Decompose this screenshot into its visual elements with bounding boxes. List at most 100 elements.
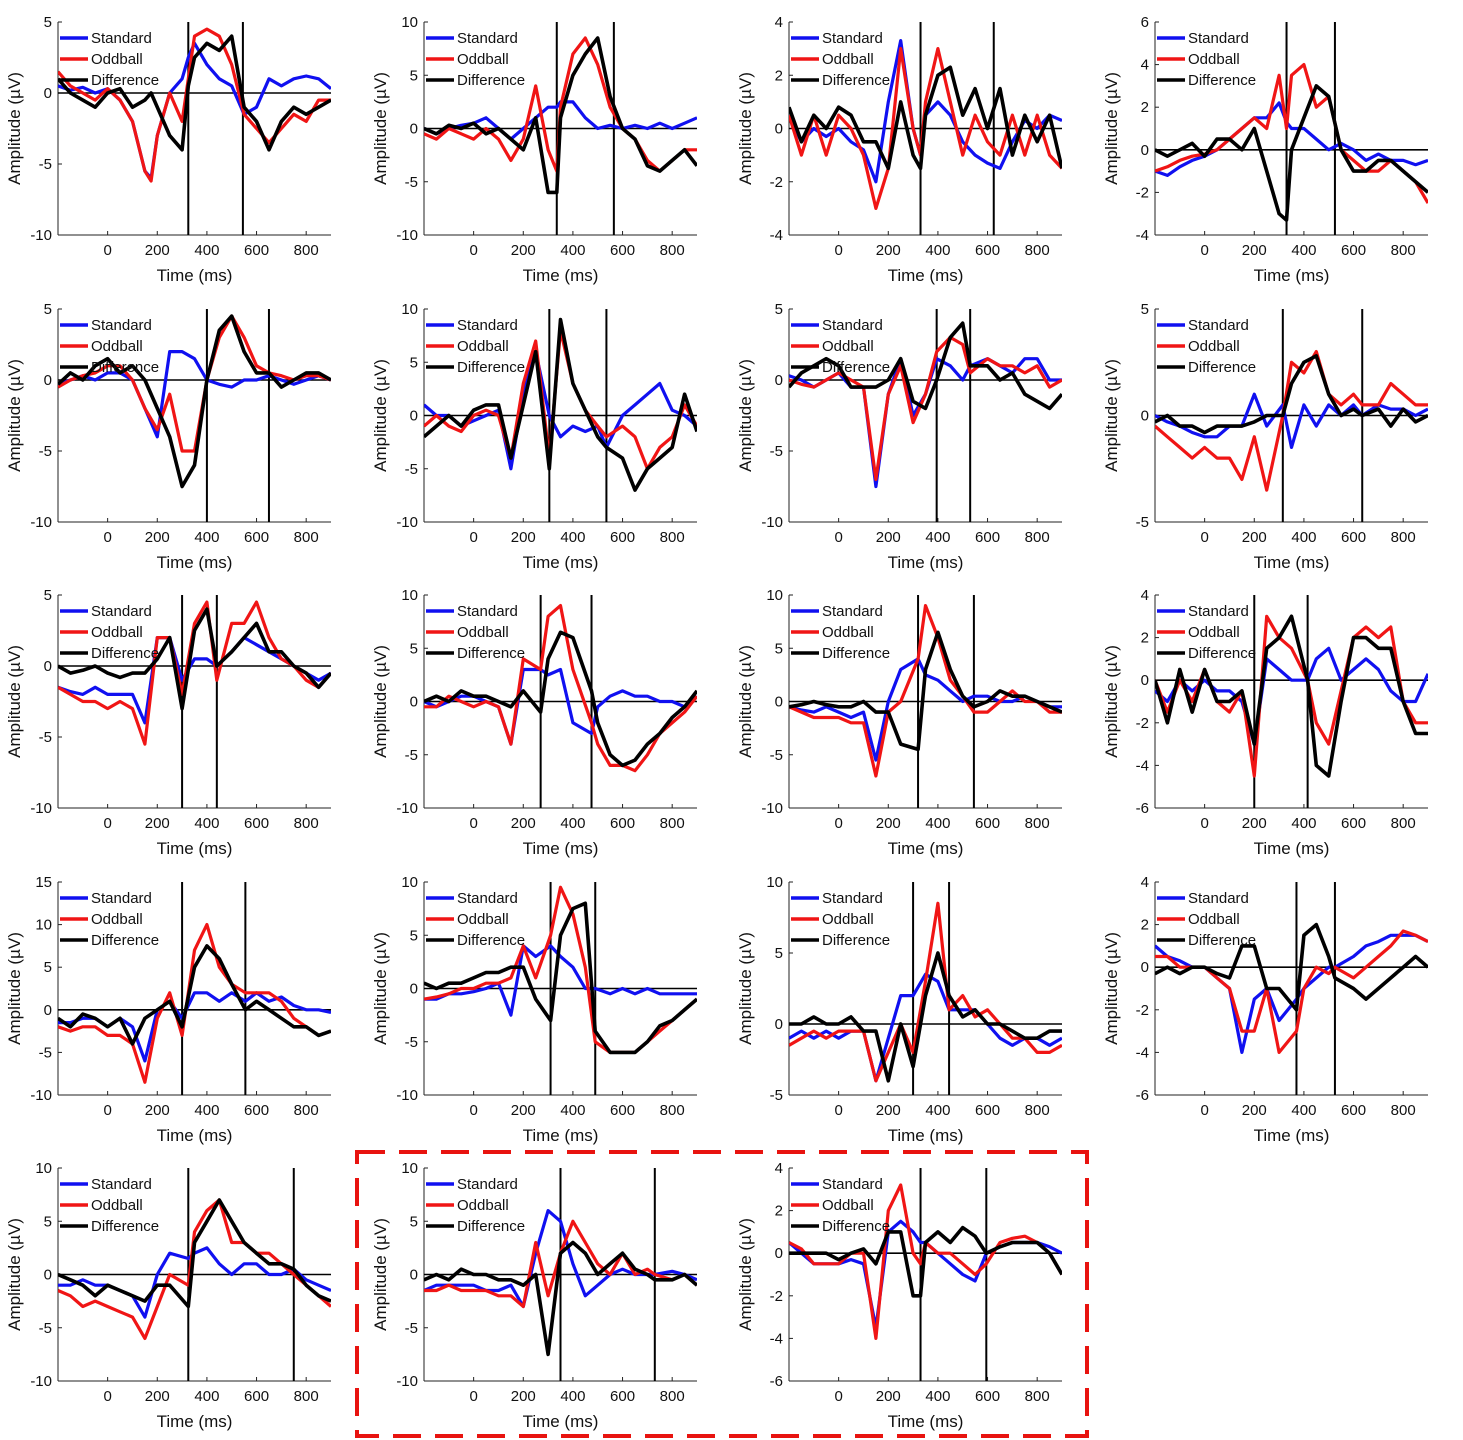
x-tick-label: 600 xyxy=(975,529,1000,546)
x-tick-label: 800 xyxy=(294,529,319,546)
y-axis-label: Amplitude (µV) xyxy=(371,1218,390,1331)
x-tick-label: 800 xyxy=(1025,1388,1050,1405)
x-tick-label: 800 xyxy=(294,815,319,832)
chart-panel-16: -6 -4 -2 0 2 4 0 200 400 600 800 Standard Oddball Dif… xyxy=(1102,874,1428,1145)
x-tick-label: 400 xyxy=(925,242,950,259)
legend-label-difference: Difference xyxy=(457,645,525,662)
y-tick-label: -10 xyxy=(30,227,52,244)
y-tick-label: 0 xyxy=(44,658,52,675)
legend-label-difference: Difference xyxy=(91,645,159,662)
y-tick-label: 0 xyxy=(775,372,783,389)
y-tick-label: -10 xyxy=(761,800,783,817)
y-tick-label: 5 xyxy=(775,640,783,657)
series-line-difference xyxy=(1155,84,1428,222)
x-tick-label: 400 xyxy=(560,242,585,259)
x-tick-label: 400 xyxy=(1291,815,1316,832)
legend-label-oddball: Oddball xyxy=(822,911,874,928)
y-tick-label: -5 xyxy=(39,1044,52,1061)
series-line-difference xyxy=(424,36,697,195)
x-tick-label: 800 xyxy=(660,815,685,832)
x-tick-label: 400 xyxy=(560,1388,585,1405)
x-axis-label: Time (ms) xyxy=(523,553,599,572)
x-tick-label: 800 xyxy=(1025,1102,1050,1119)
x-tick-label: 600 xyxy=(610,242,635,259)
legend-label-standard: Standard xyxy=(1188,890,1249,907)
x-axis-label: Time (ms) xyxy=(888,553,964,572)
legend-label-oddball: Oddball xyxy=(822,338,874,355)
x-tick-label: 0 xyxy=(469,1102,477,1119)
legend-label-oddball: Oddball xyxy=(1188,911,1240,928)
y-tick-label: -10 xyxy=(396,800,418,817)
y-tick-label: 4 xyxy=(1141,57,1149,74)
x-tick-label: 800 xyxy=(294,1388,319,1405)
y-axis-label: Amplitude (µV) xyxy=(1102,72,1121,185)
y-tick-label: 5 xyxy=(410,1213,418,1230)
y-tick-label: 10 xyxy=(401,1160,418,1177)
chart-panel-15: -5 0 5 10 0 200 400 600 800 Standard Oddball Differ… xyxy=(736,874,1062,1145)
series-line-oddball xyxy=(1155,350,1428,492)
series-line-oddball xyxy=(58,600,331,746)
x-tick-label: 0 xyxy=(103,1388,111,1405)
chart-panel-1: -10 -5 0 5 0 200 400 600 800 Standard Oddball Diffe… xyxy=(5,14,331,285)
x-tick-label: 400 xyxy=(194,242,219,259)
x-tick-label: 600 xyxy=(610,1102,635,1119)
y-tick-label: -10 xyxy=(761,514,783,531)
y-tick-label: -5 xyxy=(770,443,783,460)
legend-label-oddball: Oddball xyxy=(1188,338,1240,355)
y-tick-label: 0 xyxy=(1141,672,1149,689)
x-axis-label: Time (ms) xyxy=(157,1126,233,1145)
y-tick-label: 5 xyxy=(775,301,783,318)
legend-label-standard: Standard xyxy=(1188,317,1249,334)
y-axis-label: Amplitude (µV) xyxy=(5,359,24,472)
y-tick-label: 2 xyxy=(1141,917,1149,934)
series-line-difference xyxy=(424,901,697,1055)
x-tick-label: 200 xyxy=(511,1388,536,1405)
x-tick-label: 600 xyxy=(1341,529,1366,546)
y-tick-label: 2 xyxy=(775,67,783,84)
x-tick-label: 800 xyxy=(294,1102,319,1119)
x-tick-label: 600 xyxy=(975,1102,1000,1119)
x-tick-label: 200 xyxy=(876,1388,901,1405)
y-tick-label: -4 xyxy=(1136,227,1149,244)
y-tick-label: 0 xyxy=(410,694,418,711)
legend-label-difference: Difference xyxy=(822,72,890,89)
x-tick-label: 0 xyxy=(103,815,111,832)
y-axis-label: Amplitude (µV) xyxy=(5,1218,24,1331)
chart-panel-13: -10 -5 0 5 10 15 0 200 400 600 800 Standard Oddball D… xyxy=(5,874,331,1145)
chart-panel-17: -10 -5 0 5 10 0 200 400 600 800 Standard Oddball Dif… xyxy=(5,1160,331,1431)
y-tick-label: -5 xyxy=(405,747,418,764)
legend-label-difference: Difference xyxy=(822,645,890,662)
y-tick-label: 0 xyxy=(44,85,52,102)
y-tick-label: 0 xyxy=(775,121,783,138)
y-tick-label: 10 xyxy=(35,917,52,934)
x-tick-label: 0 xyxy=(1200,529,1208,546)
x-tick-label: 400 xyxy=(194,815,219,832)
legend-label-difference: Difference xyxy=(1188,645,1256,662)
y-tick-label: 0 xyxy=(775,1245,783,1262)
legend-label-oddball: Oddball xyxy=(822,1197,874,1214)
x-tick-label: 0 xyxy=(1200,242,1208,259)
y-tick-label: -2 xyxy=(1136,184,1149,201)
y-axis-label: Amplitude (µV) xyxy=(1102,359,1121,472)
y-tick-label: 10 xyxy=(35,1160,52,1177)
legend-label-standard: Standard xyxy=(457,890,518,907)
y-axis-label: Amplitude (µV) xyxy=(5,932,24,1045)
legend-label-oddball: Oddball xyxy=(1188,51,1240,68)
y-tick-label: -2 xyxy=(1136,715,1149,732)
y-tick-label: -5 xyxy=(405,461,418,478)
legend-label-difference: Difference xyxy=(822,359,890,376)
y-tick-label: 5 xyxy=(775,945,783,962)
series-line-difference xyxy=(789,65,1062,171)
y-tick-label: -10 xyxy=(30,1087,52,1104)
y-tick-label: -5 xyxy=(770,747,783,764)
y-tick-label: -6 xyxy=(770,1373,783,1390)
y-tick-label: -5 xyxy=(39,1320,52,1337)
y-tick-label: 0 xyxy=(410,121,418,138)
x-tick-label: 400 xyxy=(194,529,219,546)
legend-label-difference: Difference xyxy=(91,359,159,376)
y-tick-label: -10 xyxy=(396,514,418,531)
series-line-difference xyxy=(58,607,331,711)
legend-label-difference: Difference xyxy=(457,359,525,376)
y-tick-label: -4 xyxy=(1136,1044,1149,1061)
y-tick-label: 0 xyxy=(1141,142,1149,159)
